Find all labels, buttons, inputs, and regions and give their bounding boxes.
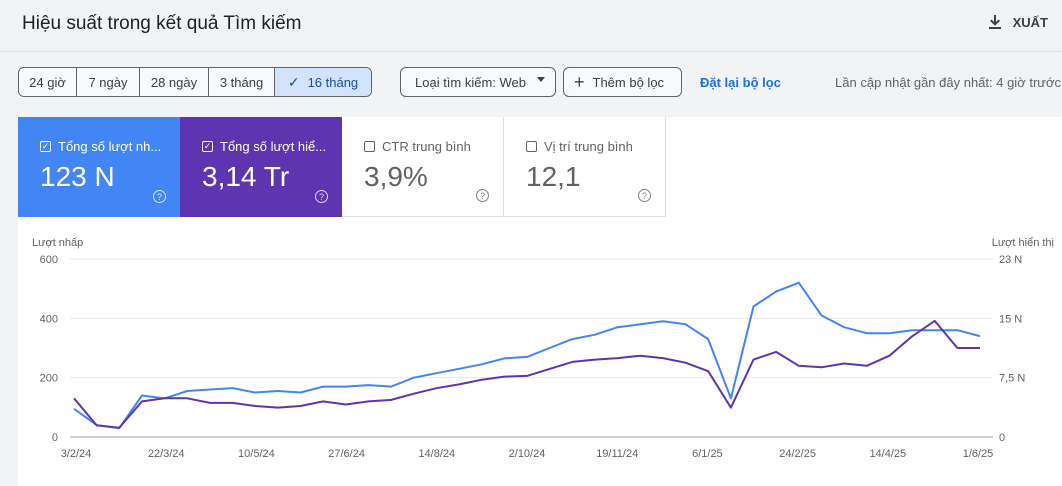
caret-down-icon [537, 77, 545, 82]
metric-label-text: Tổng số lượt nh... [58, 139, 162, 154]
last-updated-text: Lần cập nhật gần đây nhất: 4 giờ trước [835, 75, 1061, 90]
date-range-3m[interactable]: 3 tháng [209, 68, 275, 96]
x-tick-label: 27/6/24 [328, 448, 365, 460]
search-type-dropdown[interactable]: Loại tìm kiếm: Web [400, 67, 556, 97]
help-icon[interactable]: ? [153, 190, 166, 203]
metric-label: ✓ Tổng số lượt hiể... [202, 139, 326, 154]
add-filter-button[interactable]: + Thêm bộ lọc [563, 67, 682, 97]
page-header: Hiệu suất trong kết quả Tìm kiếm XUẤT [0, 0, 1062, 52]
metric-label-text: CTR trung bình [382, 139, 471, 154]
help-icon[interactable]: ? [476, 189, 489, 202]
metric-value: 3,14 Tr [202, 161, 290, 192]
metric-card-ctr[interactable]: CTR trung bình 3,9% ? [342, 117, 504, 217]
reset-filters-link[interactable]: Đặt lại bộ lọc [700, 75, 781, 90]
date-range-selector: 24 giờ 7 ngày 28 ngày 3 tháng ✓ 16 tháng [18, 67, 372, 97]
left-tick-label: 0 [52, 432, 58, 444]
metric-value: 12,1 [526, 161, 581, 192]
metric-cards: ✓ Tổng số lượt nh... 123 N ? ✓ Tổng số lượ… [18, 117, 666, 217]
metric-label: CTR trung bình [364, 139, 471, 154]
left-axis-title: Lượt nhấp [32, 237, 83, 249]
metric-card-impressions[interactable]: ✓ Tổng số lượt hiể... 3,14 Tr ? [180, 117, 342, 217]
x-tick-label: 6/1/25 [692, 448, 723, 460]
left-tick-label: 400 [40, 313, 58, 325]
date-range-28d[interactable]: 28 ngày [140, 68, 209, 96]
x-tick-label: 24/2/25 [779, 448, 816, 460]
performance-panel: ✓ Tổng số lượt nh... 123 N ? ✓ Tổng số lượ… [18, 117, 1062, 486]
right-axis-title: Lượt hiển thị [992, 237, 1054, 249]
x-tick-label: 10/5/24 [238, 448, 275, 460]
date-range-label: 28 ngày [150, 74, 198, 90]
checkbox-unchecked-icon[interactable] [526, 141, 537, 152]
metric-value: 3,9% [364, 161, 428, 192]
metric-value: 123 N [40, 161, 115, 192]
date-range-label: 16 tháng [307, 74, 359, 90]
x-tick-label: 3/2/24 [61, 448, 92, 460]
right-tick-label: 7,5 N [999, 373, 1025, 385]
performance-chart: Lượt nhấp Lượt hiển thị 0 0 200 7,5 N 400 15 N 6… [32, 237, 1054, 460]
x-tick-label: 1/6/25 [963, 448, 994, 460]
export-button[interactable]: XUẤT [987, 14, 1048, 30]
date-range-label: 7 ngày [88, 74, 128, 90]
metric-label: ✓ Tổng số lượt nh... [40, 139, 161, 154]
checkbox-checked-icon[interactable]: ✓ [202, 141, 213, 152]
date-range-7d[interactable]: 7 ngày [77, 68, 140, 96]
x-tick-label: 19/11/24 [596, 448, 638, 460]
help-icon[interactable]: ? [638, 189, 651, 202]
search-type-label: Loại tìm kiếm: Web [415, 74, 527, 90]
x-tick-label: 2/10/24 [509, 448, 546, 460]
date-range-16m[interactable]: ✓ 16 tháng [275, 68, 371, 96]
plus-icon: + [574, 72, 585, 92]
date-range-24h[interactable]: 24 giờ [19, 68, 77, 96]
help-icon[interactable]: ? [315, 190, 328, 203]
series-line-impressions [73, 319, 980, 429]
metric-card-position[interactable]: Vị trí trung bình 12,1 ? [504, 117, 666, 217]
filter-bar: 24 giờ 7 ngày 28 ngày 3 tháng ✓ 16 tháng … [18, 65, 1062, 99]
date-range-label: 24 giờ [29, 74, 66, 90]
date-range-label: 3 tháng [219, 74, 264, 90]
right-tick-label: 23 N [999, 254, 1022, 266]
x-tick-label: 14/4/25 [869, 448, 906, 460]
download-icon [988, 15, 1001, 29]
right-tick-label: 15 N [999, 313, 1022, 325]
metric-label: Vị trí trung bình [526, 139, 633, 154]
page-title: Hiệu suất trong kết quả Tìm kiếm [22, 13, 302, 34]
series-line-clicks [73, 281, 981, 430]
metric-label-text: Tổng số lượt hiể... [220, 139, 327, 154]
metric-card-clicks[interactable]: ✓ Tổng số lượt nh... 123 N ? [18, 117, 180, 217]
left-tick-label: 200 [40, 373, 58, 385]
metric-label-text: Vị trí trung bình [544, 139, 633, 154]
checkbox-checked-icon[interactable]: ✓ [40, 141, 51, 152]
x-tick-label: 22/3/24 [148, 448, 185, 460]
left-tick-label: 600 [40, 254, 58, 266]
check-icon: ✓ [287, 73, 300, 90]
right-tick-label: 0 [999, 432, 1005, 444]
x-tick-label: 14/8/24 [418, 448, 455, 460]
checkbox-unchecked-icon[interactable] [364, 141, 375, 152]
add-filter-label: Thêm bộ lọc [592, 74, 665, 90]
export-label: XUẤT [1012, 14, 1048, 30]
